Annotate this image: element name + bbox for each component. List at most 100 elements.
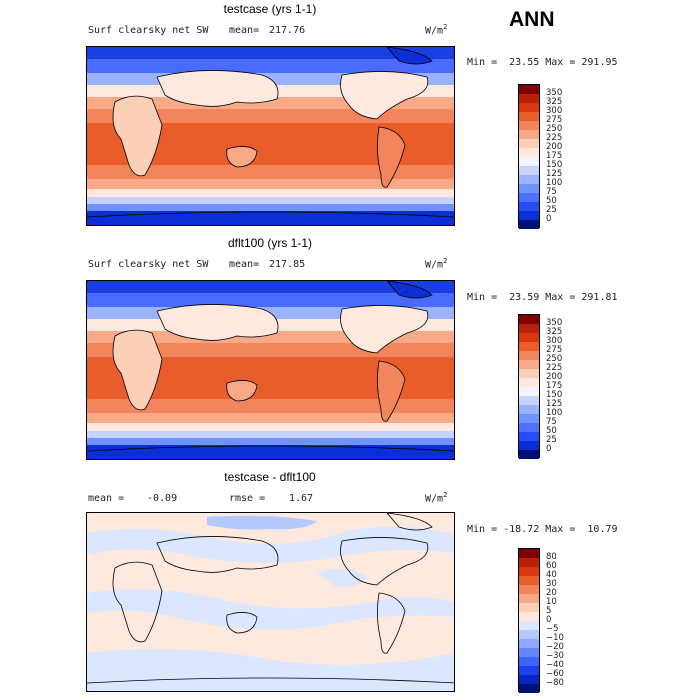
colorbar-segment <box>519 369 539 378</box>
colorbar-segment <box>519 211 539 220</box>
panel-3-units: W/m2 <box>425 491 447 504</box>
colorbar-segment <box>519 360 539 369</box>
colorbar-label: −30 <box>546 651 564 661</box>
panel-3-mean-label: mean = <box>88 493 125 504</box>
panel-3-units-base: W/m <box>425 493 444 505</box>
colorbar-segment <box>519 387 539 396</box>
colorbar-segment <box>519 630 539 639</box>
colorbar-label: 150 <box>546 390 563 400</box>
panel-3-map-svg <box>87 513 454 691</box>
colorbar-label: 350 <box>546 88 563 98</box>
panel-3-units-exp: 2 <box>443 491 448 499</box>
colorbar-segment <box>519 432 539 441</box>
colorbar-label: 30 <box>546 579 557 589</box>
season-label: ANN <box>509 8 555 31</box>
colorbar-segment <box>519 675 539 684</box>
colorbar-label: 20 <box>546 588 557 598</box>
colorbar-segment <box>519 139 539 148</box>
colorbar-segment <box>519 639 539 648</box>
colorbar-segment <box>519 324 539 333</box>
panel-2-title: dflt100 (yrs 1-1) <box>227 236 313 250</box>
colorbar-segment <box>519 378 539 387</box>
colorbar-segment <box>519 94 539 103</box>
colorbar-segment <box>519 648 539 657</box>
colorbar-segment <box>519 441 539 450</box>
panel-1-map <box>86 46 455 226</box>
panel-2-map-svg <box>87 281 454 459</box>
panel-1-units-base: W/m <box>425 25 444 37</box>
colorbar-segment <box>519 184 539 193</box>
colorbar-segment <box>519 666 539 675</box>
colorbar-segment <box>519 549 539 558</box>
colorbar-label: 250 <box>546 354 563 364</box>
colorbar-label: −80 <box>546 678 564 688</box>
colorbar-segment <box>519 333 539 342</box>
panel-2-colorbar <box>518 314 540 459</box>
colorbar-segment <box>519 351 539 360</box>
colorbar-segment <box>519 657 539 666</box>
panel-1-mean-label: mean= <box>229 25 260 36</box>
colorbar-segment <box>519 193 539 202</box>
colorbar-segment <box>519 148 539 157</box>
colorbar-label: 200 <box>546 372 563 382</box>
colorbar-segment <box>519 121 539 130</box>
panel-2-units-base: W/m <box>425 259 444 271</box>
colorbar-segment <box>519 612 539 621</box>
colorbar-label: 125 <box>546 169 563 179</box>
colorbar-label: 175 <box>546 381 563 391</box>
colorbar-segment <box>519 342 539 351</box>
colorbar-segment <box>519 567 539 576</box>
colorbar-segment <box>519 684 539 693</box>
colorbar-label: 125 <box>546 399 563 409</box>
colorbar-label: 275 <box>546 115 563 125</box>
colorbar-label: 50 <box>546 196 557 206</box>
colorbar-label: 0 <box>546 615 552 625</box>
panel-1-units: W/m2 <box>425 23 447 36</box>
colorbar-segment <box>519 594 539 603</box>
panel-3-colorbar <box>518 548 540 693</box>
colorbar-segment <box>519 576 539 585</box>
colorbar-label: 250 <box>546 124 563 134</box>
panel-3-rmse-value: 1.67 <box>289 493 314 504</box>
colorbar-label: 25 <box>546 435 557 445</box>
colorbar-label: 25 <box>546 205 557 215</box>
colorbar-label: 300 <box>546 106 563 116</box>
colorbar-segment <box>519 112 539 121</box>
panel-1-minmax: Min = 23.55 Max = 291.95 <box>467 57 618 68</box>
colorbar-segment <box>519 405 539 414</box>
colorbar-label: 75 <box>546 187 557 197</box>
panel-2-units-exp: 2 <box>443 257 448 265</box>
panel-2-map <box>86 280 455 460</box>
panel-2-field-label: Surf clearsky net SW <box>88 259 209 270</box>
colorbar-label: 150 <box>546 160 563 170</box>
colorbar-label: −40 <box>546 660 564 670</box>
colorbar-label: 5 <box>546 606 552 616</box>
colorbar-segment <box>519 85 539 94</box>
panel-3-minmax: Min = -18.72 Max = 10.79 <box>467 524 618 535</box>
panel-1-mean-value: 217.76 <box>269 25 306 36</box>
colorbar-segment <box>519 414 539 423</box>
colorbar-label: 175 <box>546 151 563 161</box>
colorbar-segment <box>519 175 539 184</box>
colorbar-label: 0 <box>546 444 552 454</box>
colorbar-label: 325 <box>546 327 563 337</box>
colorbar-label: 0 <box>546 214 552 224</box>
colorbar-segment <box>519 103 539 112</box>
colorbar-segment <box>519 166 539 175</box>
colorbar-label: 225 <box>546 133 563 143</box>
colorbar-label: 75 <box>546 417 557 427</box>
colorbar-label: 100 <box>546 178 563 188</box>
panel-3-title: testcase - dflt100 <box>224 470 316 484</box>
panel-1-map-svg <box>87 47 454 225</box>
colorbar-label: 60 <box>546 561 557 571</box>
panel-1-colorbar <box>518 84 540 229</box>
panel-1-field-label: Surf clearsky net SW <box>88 25 209 36</box>
panel-1-title: testcase (yrs 1-1) <box>223 2 317 16</box>
colorbar-label: 50 <box>546 426 557 436</box>
colorbar-label: −5 <box>546 624 559 634</box>
colorbar-segment <box>519 315 539 324</box>
colorbar-label: 40 <box>546 570 557 580</box>
panel-3-rmse-label: rmse = <box>229 493 266 504</box>
colorbar-label: −10 <box>546 633 564 643</box>
colorbar-segment <box>519 423 539 432</box>
